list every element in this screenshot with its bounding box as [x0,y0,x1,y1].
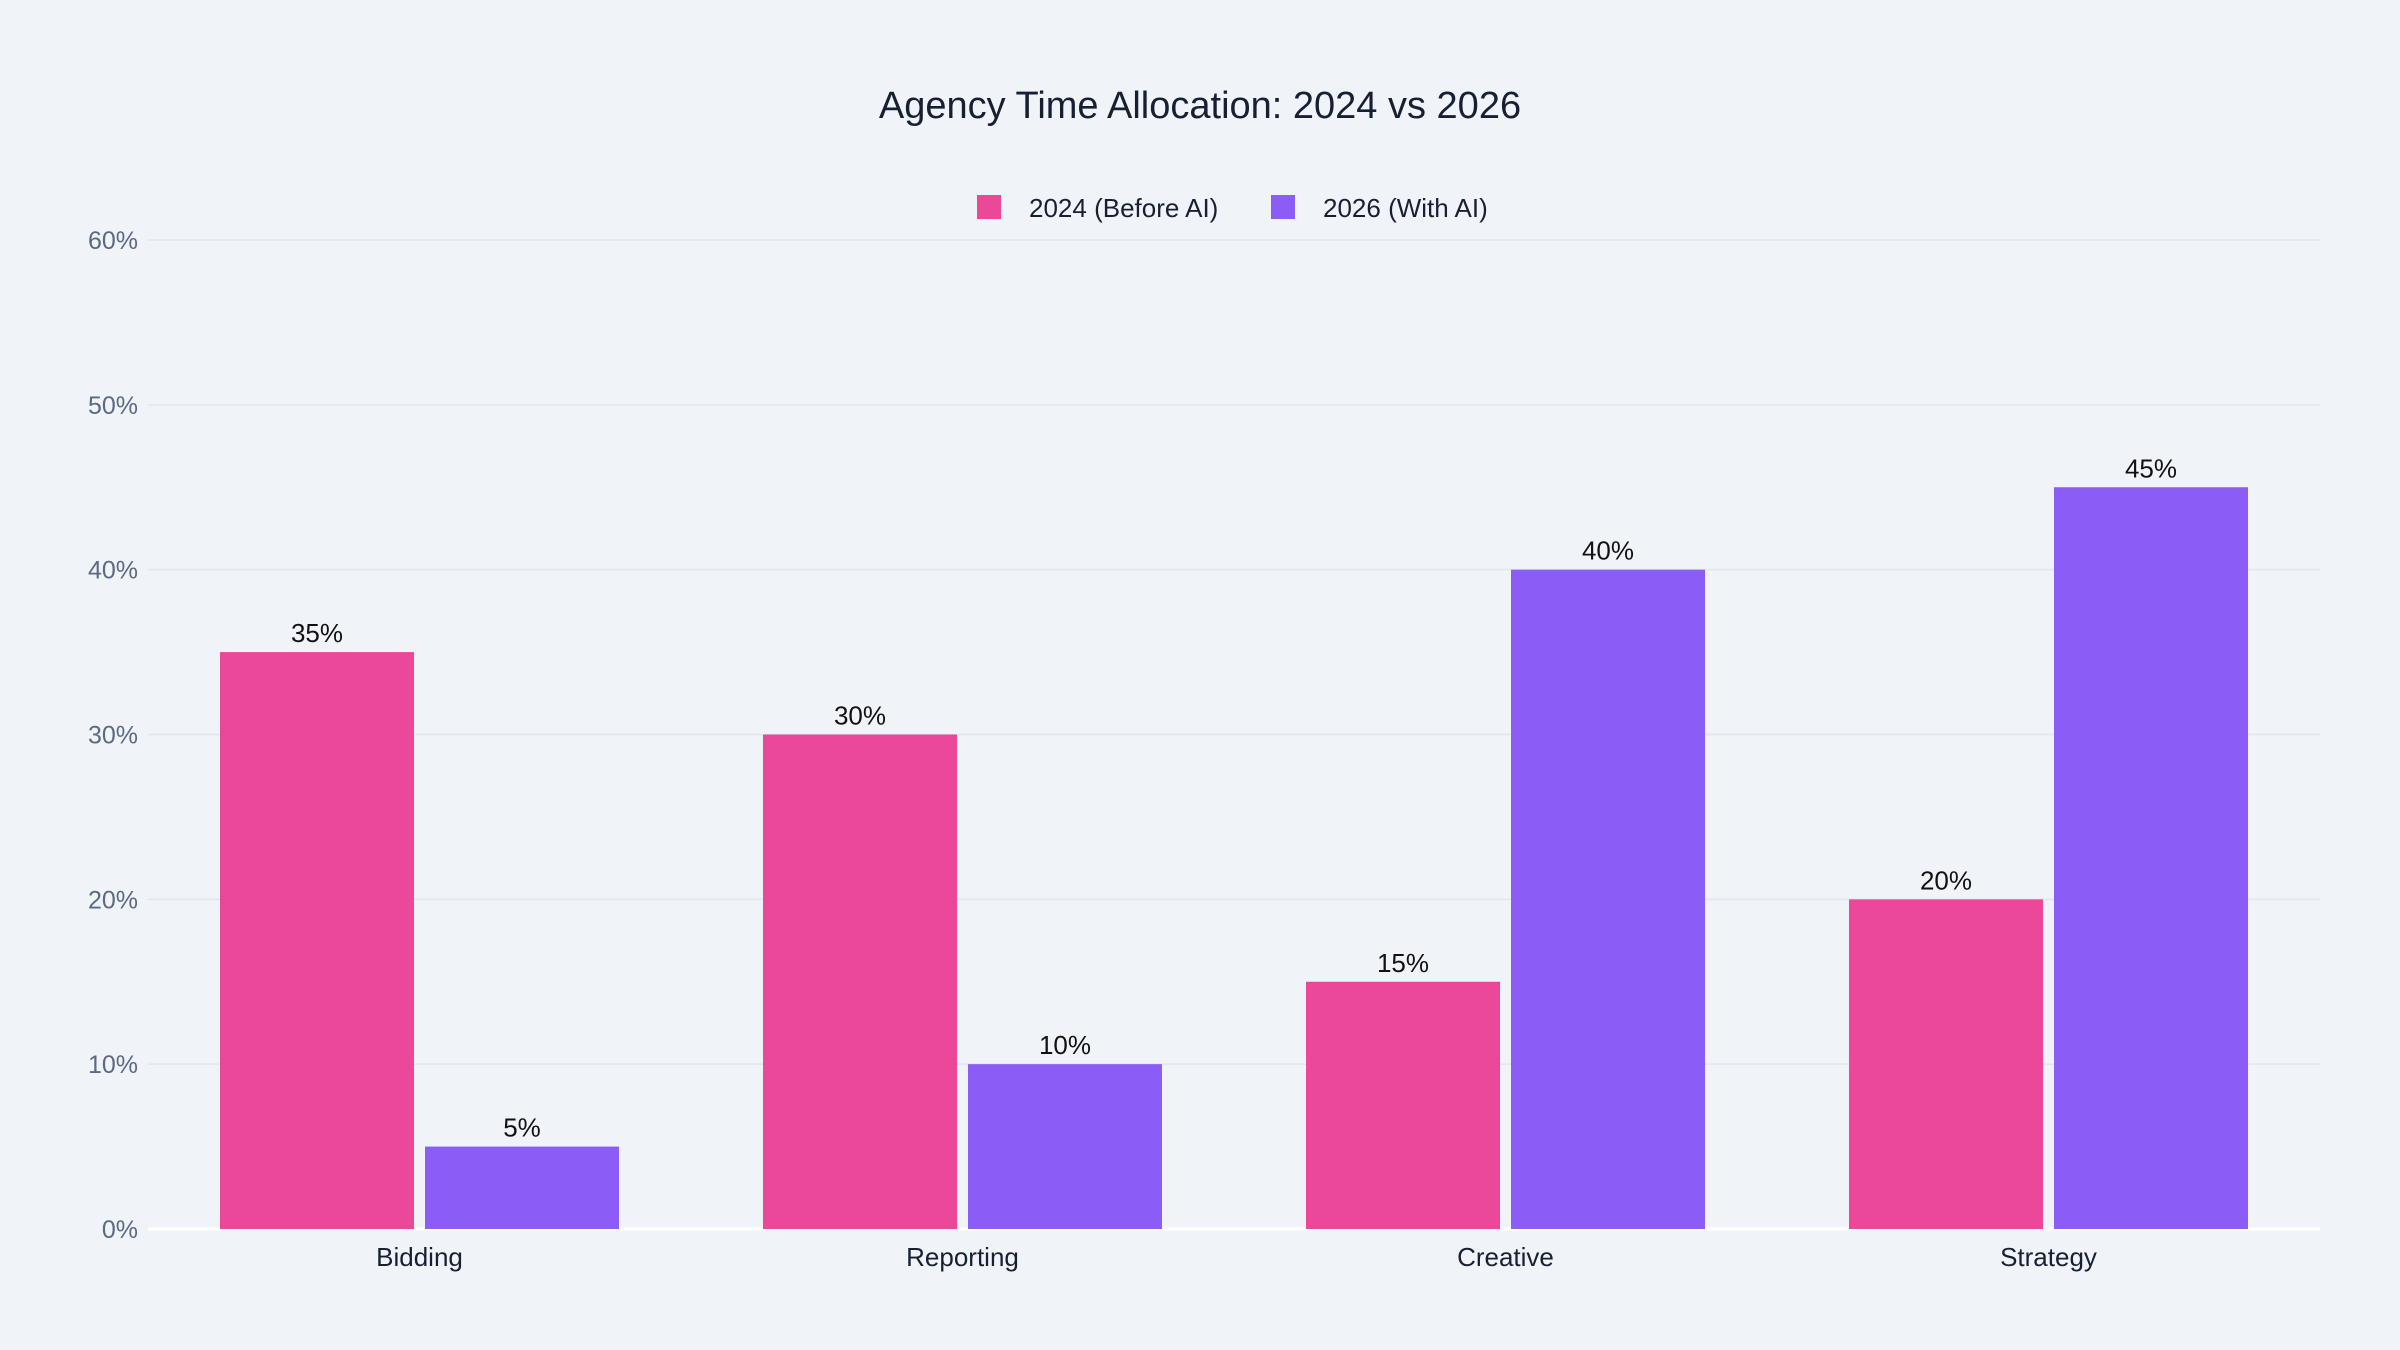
data-label: 45% [2125,453,2177,483]
legend-label[interactable]: 2026 (With AI) [1323,193,1488,223]
y-tick-label: 30% [88,722,138,750]
data-label: 40% [1582,536,1634,566]
x-tick-label: Reporting [906,1242,1019,1272]
y-tick-label: 40% [88,557,138,585]
bar-bidding-1 [425,1146,619,1229]
legend-swatch [977,195,1001,219]
y-tick-label: 60% [88,227,138,255]
bar-reporting-1 [968,1064,1162,1229]
data-label: 35% [291,618,343,648]
data-label: 10% [1039,1030,1091,1060]
y-tick-label: 10% [88,1051,138,1079]
y-tick-label: 20% [88,886,138,914]
legend-label[interactable]: 2024 (Before AI) [1029,193,1218,223]
bars: 35% 5% 30% 10% 15% 40% 20% 45% [220,453,2248,1229]
bar-reporting-0 [763,734,957,1229]
x-axis: Bidding Reporting Creative Strategy [376,1242,2097,1272]
data-label: 5% [503,1113,541,1143]
y-tick-label: 50% [88,392,138,420]
x-tick-label: Creative [1457,1242,1554,1272]
legend: 2024 (Before AI) 2026 (With AI) [977,193,1488,223]
bar-creative-0 [1306,981,1500,1229]
x-tick-label: Bidding [376,1242,463,1272]
y-tick-label: 0% [102,1216,138,1244]
data-label: 15% [1377,948,1429,978]
data-label: 20% [1920,865,1972,895]
bar-bidding-0 [220,652,414,1229]
x-tick-label: Strategy [2000,1242,2097,1272]
chart-title: Agency Time Allocation: 2024 vs 2026 [879,85,1521,127]
bar-creative-1 [1511,569,1705,1229]
data-label: 30% [834,701,886,731]
bar-strategy-0 [1849,899,2043,1229]
y-axis: 0% 10% 20% 30% 40% 50% 60% [88,227,138,1244]
legend-swatch [1271,195,1295,219]
bar-strategy-1 [2054,487,2248,1229]
